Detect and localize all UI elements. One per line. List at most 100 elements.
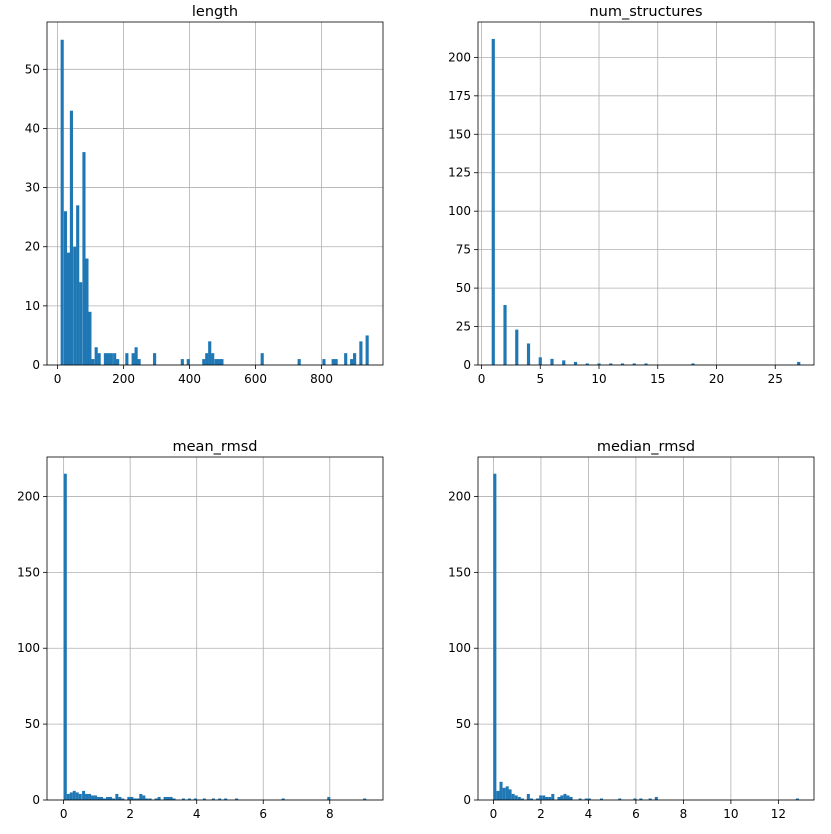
histogram-bar bbox=[66, 252, 71, 365]
histogram-bar bbox=[566, 795, 570, 800]
histogram-bar bbox=[153, 353, 157, 365]
axes-frame bbox=[477, 21, 815, 366]
histogram-bar bbox=[115, 793, 119, 800]
x-tick-label: 10 bbox=[723, 807, 738, 821]
histogram-bar bbox=[94, 795, 98, 800]
histogram-bar bbox=[106, 353, 110, 365]
panel-title: length bbox=[192, 4, 238, 20]
y-tick-label: 0 bbox=[463, 793, 471, 807]
histogram-bar bbox=[121, 798, 125, 800]
histogram-bar bbox=[163, 796, 167, 800]
histogram-bar bbox=[73, 246, 77, 365]
y-tick-label: 100 bbox=[448, 204, 471, 218]
histogram-bar bbox=[78, 793, 82, 800]
histogram-bar bbox=[211, 798, 215, 800]
histogram-bar bbox=[597, 363, 601, 365]
y-tick-label: 20 bbox=[25, 240, 40, 254]
histogram-bar bbox=[133, 798, 137, 800]
histogram-bar bbox=[538, 357, 542, 365]
histogram-bar bbox=[172, 798, 176, 800]
histogram-bar bbox=[529, 798, 533, 800]
histogram-bar bbox=[69, 110, 73, 365]
histogram-bar bbox=[503, 305, 507, 365]
histogram-bar bbox=[202, 359, 206, 365]
y-tick-label: 200 bbox=[17, 489, 40, 503]
histogram-bar bbox=[365, 335, 369, 365]
y-tick-label: 10 bbox=[25, 299, 40, 313]
histogram-bar bbox=[69, 792, 73, 800]
y-tick-label: 50 bbox=[25, 62, 40, 76]
x-tick-label: 200 bbox=[112, 372, 135, 386]
histogram-bar bbox=[654, 796, 658, 800]
histogram-bar bbox=[113, 353, 117, 365]
histogram-bar bbox=[106, 796, 110, 800]
histogram-bar bbox=[75, 792, 79, 800]
histogram-bar bbox=[539, 795, 543, 800]
histogram-bar bbox=[142, 795, 146, 800]
histogram-bar bbox=[63, 211, 68, 365]
histogram-bar bbox=[139, 793, 143, 800]
y-tick-label: 200 bbox=[448, 50, 471, 64]
histogram-bar bbox=[350, 359, 354, 365]
histogram-bar bbox=[134, 347, 138, 365]
histogram-bar bbox=[88, 793, 92, 800]
x-tick-label: 25 bbox=[768, 372, 783, 386]
x-tick-label: 0 bbox=[60, 807, 68, 821]
histogram-bar bbox=[557, 796, 561, 800]
histogram-bar bbox=[118, 796, 122, 800]
histogram-bar bbox=[220, 359, 224, 365]
y-tick-label: 50 bbox=[456, 281, 471, 295]
y-tick-label: 150 bbox=[448, 127, 471, 141]
histogram-bar bbox=[499, 781, 503, 800]
x-tick-label: 400 bbox=[178, 372, 201, 386]
histogram-bar bbox=[218, 798, 222, 800]
histogram-bar bbox=[127, 796, 131, 800]
x-tick-label: 2 bbox=[537, 807, 545, 821]
histogram-bar bbox=[60, 39, 64, 365]
histogram-bar bbox=[578, 798, 582, 800]
histogram-bar bbox=[526, 343, 531, 365]
histogram-bar bbox=[208, 341, 212, 365]
histogram-bar bbox=[334, 359, 338, 365]
histogram-bar bbox=[205, 353, 209, 365]
y-tick-label: 25 bbox=[456, 320, 471, 334]
histogram-bar bbox=[514, 795, 518, 800]
histogram-bar bbox=[526, 793, 530, 800]
histogram-bar bbox=[97, 796, 101, 800]
histogram-bar bbox=[85, 258, 89, 365]
histogram-bar bbox=[202, 798, 206, 800]
x-tick-label: 8 bbox=[680, 807, 688, 821]
histogram-bar bbox=[91, 359, 95, 365]
histogram-bar bbox=[644, 363, 648, 365]
histogram-bar bbox=[515, 329, 519, 365]
histogram-bar bbox=[363, 798, 367, 800]
histogram-bar bbox=[493, 473, 497, 800]
histogram-bar bbox=[193, 798, 197, 800]
x-tick-label: 800 bbox=[310, 372, 333, 386]
histogram-bar bbox=[214, 359, 218, 365]
y-tick-label: 100 bbox=[17, 641, 40, 655]
y-tick-label: 50 bbox=[25, 717, 40, 731]
x-tick-label: 6 bbox=[259, 807, 267, 821]
histogram-bar bbox=[217, 359, 221, 365]
y-tick-label: 0 bbox=[32, 358, 40, 372]
histogram-bar bbox=[88, 311, 92, 365]
x-tick-label: 10 bbox=[591, 372, 606, 386]
histogram-bar bbox=[562, 360, 566, 365]
histogram-bar bbox=[633, 798, 637, 800]
histogram-bar bbox=[157, 796, 161, 800]
histogram-bar bbox=[548, 796, 552, 800]
histogram-bar bbox=[536, 798, 540, 800]
y-tick-label: 0 bbox=[463, 358, 471, 372]
histogram-bar bbox=[632, 363, 636, 365]
histogram-bar bbox=[508, 789, 512, 800]
y-tick-label: 0 bbox=[32, 793, 40, 807]
histogram-bar bbox=[691, 363, 695, 365]
histogram-bar bbox=[563, 793, 567, 800]
histogram-bar bbox=[599, 798, 603, 800]
x-tick-label: 5 bbox=[536, 372, 544, 386]
y-tick-label: 30 bbox=[25, 181, 40, 195]
histogram-bar bbox=[618, 798, 622, 800]
histogram-bar bbox=[235, 798, 239, 800]
y-tick-label: 100 bbox=[448, 641, 471, 655]
